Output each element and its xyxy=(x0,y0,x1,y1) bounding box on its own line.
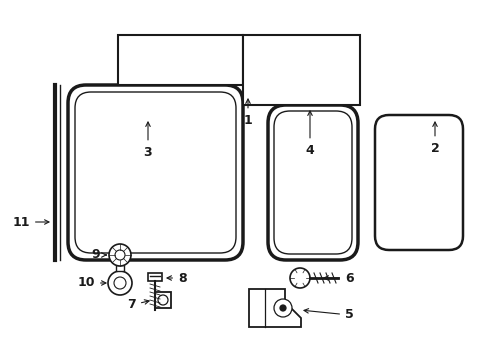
Text: 5: 5 xyxy=(304,309,353,321)
Polygon shape xyxy=(118,35,243,85)
Text: 9: 9 xyxy=(91,248,106,261)
Circle shape xyxy=(114,277,126,289)
Text: 10: 10 xyxy=(77,276,106,289)
Circle shape xyxy=(273,299,291,317)
Text: 6: 6 xyxy=(324,271,353,284)
Bar xyxy=(155,292,171,308)
Polygon shape xyxy=(248,289,301,327)
Circle shape xyxy=(115,250,125,260)
Circle shape xyxy=(108,271,132,295)
Text: 3: 3 xyxy=(143,122,152,158)
Bar xyxy=(116,265,124,271)
Circle shape xyxy=(109,244,131,266)
Circle shape xyxy=(280,305,285,311)
Text: 7: 7 xyxy=(127,298,149,311)
Circle shape xyxy=(158,295,168,305)
FancyBboxPatch shape xyxy=(68,85,243,260)
Text: 2: 2 xyxy=(430,122,439,154)
Text: 8: 8 xyxy=(167,271,186,284)
Text: 11: 11 xyxy=(13,216,49,229)
Text: 4: 4 xyxy=(305,111,314,157)
Text: 1: 1 xyxy=(243,99,252,126)
FancyBboxPatch shape xyxy=(75,92,236,253)
Circle shape xyxy=(289,268,309,288)
Bar xyxy=(148,273,162,281)
FancyBboxPatch shape xyxy=(374,115,462,250)
FancyBboxPatch shape xyxy=(267,105,357,260)
FancyBboxPatch shape xyxy=(273,111,351,254)
Polygon shape xyxy=(243,35,359,105)
